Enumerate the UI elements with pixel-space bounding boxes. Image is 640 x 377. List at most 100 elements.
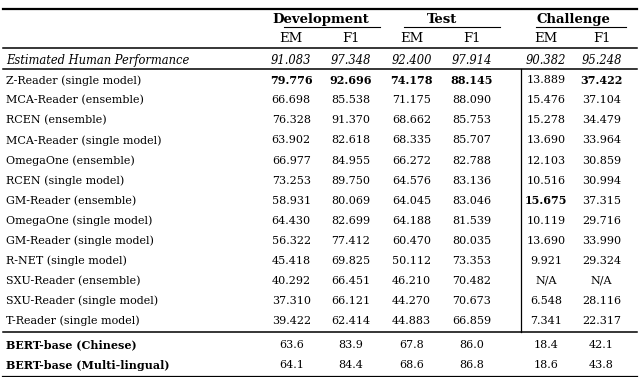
Text: 9.921: 9.921: [530, 256, 562, 266]
Text: 7.341: 7.341: [530, 316, 562, 326]
Text: BERT-base (Chinese): BERT-base (Chinese): [6, 340, 137, 351]
Text: 13.690: 13.690: [526, 236, 566, 246]
Text: 73.253: 73.253: [272, 176, 310, 185]
Text: 67.8: 67.8: [399, 340, 424, 350]
Text: 66.859: 66.859: [452, 316, 492, 326]
Text: 6.548: 6.548: [530, 296, 562, 306]
Text: 29.324: 29.324: [582, 256, 621, 266]
Text: 68.6: 68.6: [399, 360, 424, 370]
Text: 97.914: 97.914: [451, 54, 492, 67]
Text: 30.994: 30.994: [582, 176, 621, 185]
Text: 64.576: 64.576: [392, 176, 431, 185]
Text: 37.422: 37.422: [580, 75, 623, 86]
Text: 90.382: 90.382: [525, 54, 566, 67]
Text: 13.889: 13.889: [526, 75, 566, 85]
Text: Z-Reader (single model): Z-Reader (single model): [6, 75, 141, 86]
Text: 86.0: 86.0: [460, 340, 484, 350]
Text: F1: F1: [593, 32, 611, 45]
Text: 92.696: 92.696: [330, 75, 372, 86]
Text: N/A: N/A: [591, 276, 612, 286]
Text: 82.788: 82.788: [452, 156, 491, 166]
Text: 66.977: 66.977: [272, 156, 310, 166]
Text: 84.4: 84.4: [339, 360, 363, 370]
Text: 86.8: 86.8: [460, 360, 484, 370]
Text: 85.538: 85.538: [331, 95, 371, 105]
Text: 46.210: 46.210: [392, 276, 431, 286]
Text: 42.1: 42.1: [589, 340, 614, 350]
Text: 15.675: 15.675: [525, 195, 567, 206]
Text: 85.707: 85.707: [452, 135, 491, 146]
Text: 68.662: 68.662: [392, 115, 431, 126]
Text: 62.414: 62.414: [331, 316, 371, 326]
Text: MCA-Reader (ensemble): MCA-Reader (ensemble): [6, 95, 144, 106]
Text: 64.1: 64.1: [279, 360, 303, 370]
Text: 84.955: 84.955: [331, 156, 371, 166]
Text: 68.335: 68.335: [392, 135, 431, 146]
Text: 63.902: 63.902: [271, 135, 311, 146]
Text: 66.451: 66.451: [331, 276, 371, 286]
Text: 33.990: 33.990: [582, 236, 621, 246]
Text: 64.430: 64.430: [271, 216, 311, 226]
Text: 71.175: 71.175: [392, 95, 431, 105]
Text: 37.104: 37.104: [582, 95, 621, 105]
Text: 69.825: 69.825: [331, 256, 371, 266]
Text: 22.317: 22.317: [582, 316, 621, 326]
Text: BERT-base (Multi-lingual): BERT-base (Multi-lingual): [6, 360, 170, 371]
Text: 83.046: 83.046: [452, 196, 492, 205]
Text: 88.145: 88.145: [451, 75, 493, 86]
Text: 66.272: 66.272: [392, 156, 431, 166]
Text: 15.476: 15.476: [527, 95, 565, 105]
Text: 10.516: 10.516: [526, 176, 566, 185]
Text: RCEN (single model): RCEN (single model): [6, 175, 125, 186]
Text: 66.121: 66.121: [331, 296, 371, 306]
Text: 40.292: 40.292: [271, 276, 311, 286]
Text: 92.400: 92.400: [391, 54, 432, 67]
Text: 10.119: 10.119: [526, 216, 566, 226]
Text: 95.248: 95.248: [581, 54, 622, 67]
Text: 83.9: 83.9: [339, 340, 363, 350]
Text: 64.188: 64.188: [392, 216, 431, 226]
Text: 82.699: 82.699: [331, 216, 371, 226]
Text: OmegaOne (ensemble): OmegaOne (ensemble): [6, 155, 135, 166]
Text: GM-Reader (ensemble): GM-Reader (ensemble): [6, 195, 137, 206]
Text: N/A: N/A: [535, 276, 557, 286]
Text: Test: Test: [426, 13, 457, 26]
Text: 58.931: 58.931: [271, 196, 311, 205]
Text: 77.412: 77.412: [332, 236, 370, 246]
Text: 80.035: 80.035: [452, 236, 492, 246]
Text: 91.370: 91.370: [332, 115, 370, 126]
Text: 85.753: 85.753: [452, 115, 491, 126]
Text: 18.6: 18.6: [534, 360, 558, 370]
Text: 30.859: 30.859: [582, 156, 621, 166]
Text: EM: EM: [534, 32, 557, 45]
Text: 34.479: 34.479: [582, 115, 621, 126]
Text: 43.8: 43.8: [589, 360, 614, 370]
Text: 79.776: 79.776: [270, 75, 312, 86]
Text: 89.750: 89.750: [332, 176, 370, 185]
Text: EM: EM: [280, 32, 303, 45]
Text: 70.673: 70.673: [452, 296, 491, 306]
Text: 97.348: 97.348: [330, 54, 371, 67]
Text: Challenge: Challenge: [537, 13, 611, 26]
Text: Estimated Human Performance: Estimated Human Performance: [6, 54, 189, 67]
Text: EM: EM: [400, 32, 423, 45]
Text: 88.090: 88.090: [452, 95, 492, 105]
Text: 44.270: 44.270: [392, 296, 431, 306]
Text: 83.136: 83.136: [452, 176, 492, 185]
Text: 33.964: 33.964: [582, 135, 621, 146]
Text: 73.353: 73.353: [452, 256, 491, 266]
Text: 29.716: 29.716: [582, 216, 621, 226]
Text: 70.482: 70.482: [452, 276, 491, 286]
Text: 18.4: 18.4: [534, 340, 558, 350]
Text: 45.418: 45.418: [271, 256, 311, 266]
Text: 91.083: 91.083: [271, 54, 312, 67]
Text: GM-Reader (single model): GM-Reader (single model): [6, 236, 154, 246]
Text: 56.322: 56.322: [271, 236, 311, 246]
Text: F1: F1: [342, 32, 360, 45]
Text: F1: F1: [463, 32, 481, 45]
Text: 64.045: 64.045: [392, 196, 431, 205]
Text: 66.698: 66.698: [271, 95, 311, 105]
Text: SXU-Reader (ensemble): SXU-Reader (ensemble): [6, 276, 141, 286]
Text: SXU-Reader (single model): SXU-Reader (single model): [6, 296, 159, 306]
Text: 82.618: 82.618: [331, 135, 371, 146]
